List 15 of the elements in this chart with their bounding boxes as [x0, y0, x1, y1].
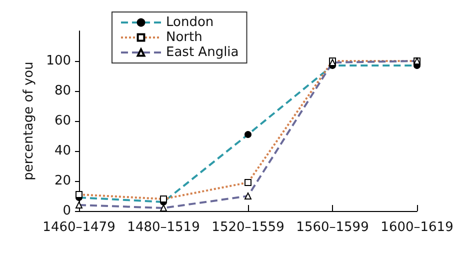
y-tick-label: 20 — [54, 174, 71, 188]
y-axis-title: percentage of you — [21, 62, 36, 180]
y-tick-label: 80 — [54, 84, 71, 98]
x-tick-label: 1460–1479 — [42, 220, 116, 235]
y-tick-label: 0 — [62, 204, 71, 218]
x-tick-label: 1560–1599 — [296, 220, 369, 235]
x-tick-label: 1600–1619 — [380, 220, 454, 235]
y-tick-label: 100 — [46, 54, 71, 68]
legend-label: North — [166, 30, 202, 45]
y-tick-label: 60 — [54, 114, 71, 128]
x-tick-label: 1480–1519 — [127, 220, 200, 235]
x-tick-label: 1520–1559 — [212, 220, 284, 235]
y-tick-label: 40 — [54, 144, 71, 158]
legend-label: London — [166, 15, 214, 30]
legend-label: East Anglia — [166, 45, 239, 60]
